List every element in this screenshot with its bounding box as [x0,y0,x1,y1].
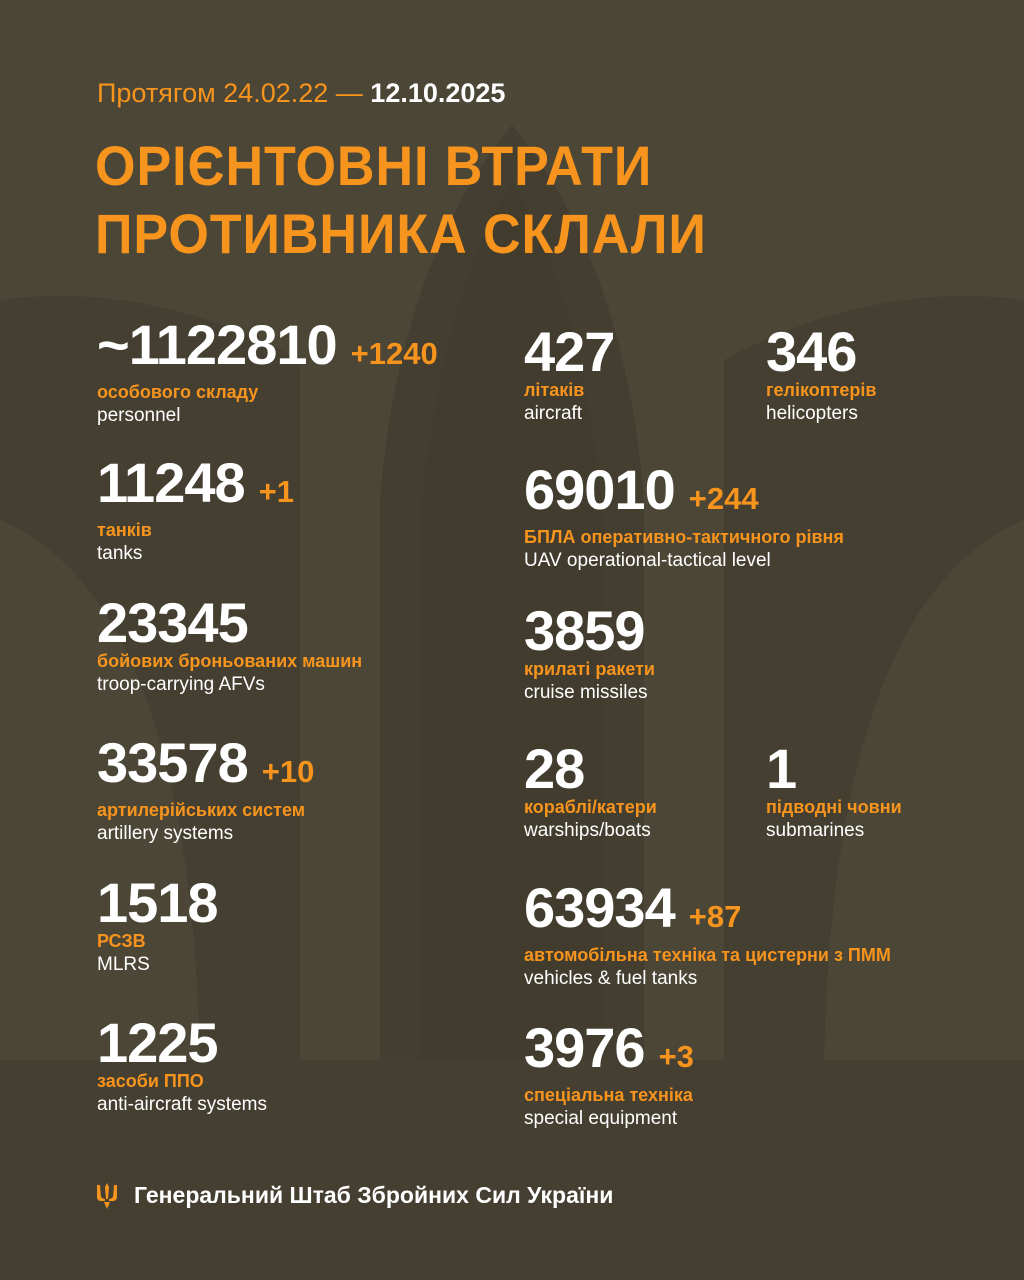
stat-label-ua: танків [97,520,152,540]
stat-number: 1 [766,737,797,800]
stat-label-ua: гелікоптерів [766,380,877,400]
stat-label-en: special equipment [524,1108,678,1129]
stat-number: 1225 [97,1011,219,1074]
stat-label-en: warships/boats [524,820,651,841]
stat-anti-aircraft-systems: 1225 засоби ППО anti-aircraft systems [97,1015,267,1117]
stat-delta: +1 [258,474,294,509]
stat-value: 28 [524,741,657,797]
title-line-1: ОРІЄНТОВНІ ВТРАТИ [95,134,653,197]
stat-delta: +87 [688,899,742,934]
stat-number: 346 [766,320,857,383]
stat-number: 28 [524,737,585,800]
stat-value: 1 [766,741,902,797]
stat-label-en: troop-carrying AFVs [97,674,265,695]
period-start: Протягом 24.02.22 — [97,78,363,108]
stat-label-en: submarines [766,820,865,841]
stat-label-en: helicopters [766,403,858,424]
stat-tanks: 11248 +1 танків tanks [97,455,294,566]
stat-label-en: tanks [97,543,143,564]
stat-number: 33578 [97,731,249,794]
stat-value: 1518 [97,875,219,931]
stat-value: 69010 +244 [524,462,844,525]
stat-number: 427 [524,320,615,383]
stat-helicopters: 346 гелікоптерів helicopters [766,324,877,426]
stat-label-en: UAV operational-tactical level [524,550,771,571]
stat-special-equipment: 3976 +3 спеціальна техніка special equipmen… [524,1020,694,1131]
stat-cruise-missiles: 3859 крилаті ракети cruise missiles [524,603,656,705]
stat-label-ua: бойових броньованих машин [97,651,363,671]
stat-label-ua: засоби ППО [97,1071,204,1091]
stat-value: 63934 +87 [524,880,891,943]
stat-number: ~1122810 [97,313,338,376]
stat-number: 23345 [97,591,249,654]
stat-label-en: personnel [97,405,181,426]
stat-value: 427 [524,324,615,380]
stat-number: 69010 [524,458,676,521]
title-line-2: ПРОТИВНИКА СКЛАЛИ [95,202,707,265]
stat-label-ua: спеціальна техніка [524,1085,693,1105]
page-title: ОРІЄНТОВНІ ВТРАТИ ПРОТИВНИКА СКЛАЛИ [95,132,707,268]
stat-label-ua: РСЗВ [97,931,146,951]
stat-number: 11248 [97,451,246,514]
period-end: 12.10.2025 [370,78,506,108]
stat-label-ua: автомобільна техніка та цистерни з ПММ [524,945,891,965]
stat-number: 1518 [97,871,219,934]
stat-delta: +3 [658,1039,694,1074]
stat-value: 1225 [97,1015,267,1071]
stat-label-ua: артилерійських систем [97,800,306,820]
stat-value: 3976 +3 [524,1020,694,1083]
stat-number: 63934 [524,876,676,939]
stat-label-en: aircraft [524,403,583,424]
stat-label-ua: особового складу [97,382,259,402]
stat-label-en: cruise missiles [524,682,648,703]
stat-value: 11248 +1 [97,455,294,518]
stat-warships-boats: 28 кораблі/катери warships/boats [524,741,657,843]
stat-personnel: ~1122810 +1240 особового складу personnel [97,317,438,428]
stat-troop-carrying-afvs: 23345 бойових броньованих машин troop-carr… [97,595,363,697]
stat-value: 23345 [97,595,362,651]
stat-delta: +10 [261,754,315,789]
stat-delta: +1240 [350,336,438,371]
stat-label-en: MLRS [97,954,150,975]
stat-submarines: 1 підводні човни submarines [766,741,902,843]
stat-delta: +244 [688,481,759,516]
trident-icon [97,1182,117,1209]
stat-value: ~1122810 +1240 [97,317,438,380]
footer: Генеральний Штаб Збройних Сил України [96,1182,613,1209]
stat-label-ua: кораблі/катери [524,797,657,817]
stat-value: 33578 +10 [97,735,315,798]
stat-number: 3859 [524,599,646,662]
stat-label-ua: крилаті ракети [524,659,656,679]
stat-mlrs: 1518 РСЗВ MLRS [97,875,219,977]
stat-label-en: anti-aircraft systems [97,1094,267,1115]
stat-label-ua: підводні човни [766,797,902,817]
stat-vehicles-fuel-tanks: 63934 +87 автомобільна техніка та цистерни… [524,880,891,991]
stat-number: 3976 [524,1016,646,1079]
footer-text: Генеральний Штаб Збройних Сил України [134,1182,614,1208]
stat-label-ua: літаків [524,380,585,400]
stat-artillery-systems: 33578 +10 артилерійських систем artillery s… [97,735,315,846]
period-subtitle: Протягом 24.02.22 — 12.10.2025 [97,78,505,109]
stat-uav-operational-tactical-level: 69010 +244 БПЛА оперативно-тактичного рівн… [524,462,844,573]
stat-value: 346 [766,324,876,380]
stat-label-en: artillery systems [97,823,234,844]
stat-value: 3859 [524,603,655,659]
stat-label-ua: БПЛА оперативно-тактичного рівня [524,527,844,547]
stat-aircraft: 427 літаків aircraft [524,324,615,426]
stat-label-en: vehicles & fuel tanks [524,968,698,989]
